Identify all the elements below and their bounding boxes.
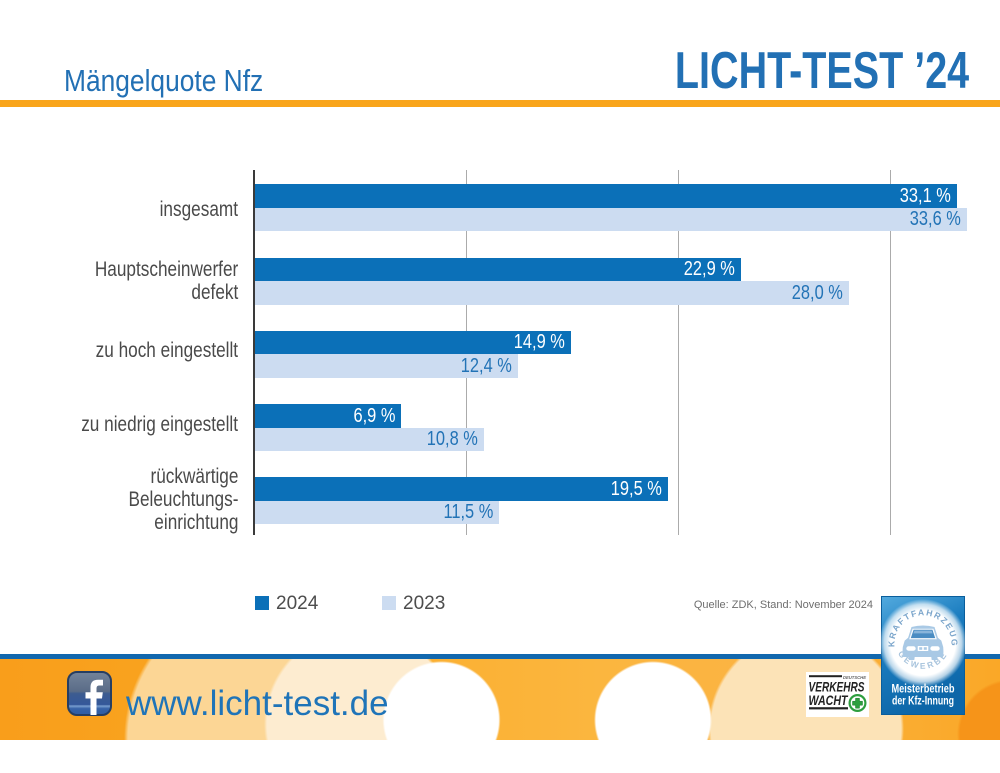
- svg-text:VERKEHRS: VERKEHRS: [809, 679, 865, 695]
- svg-text:WACHT: WACHT: [809, 692, 849, 708]
- svg-text:DEUTSCHE: DEUTSCHE: [843, 675, 866, 680]
- svg-text:Meisterbetrieb: Meisterbetrieb: [892, 682, 955, 696]
- svg-text:der Kfz-Innung: der Kfz-Innung: [892, 694, 954, 708]
